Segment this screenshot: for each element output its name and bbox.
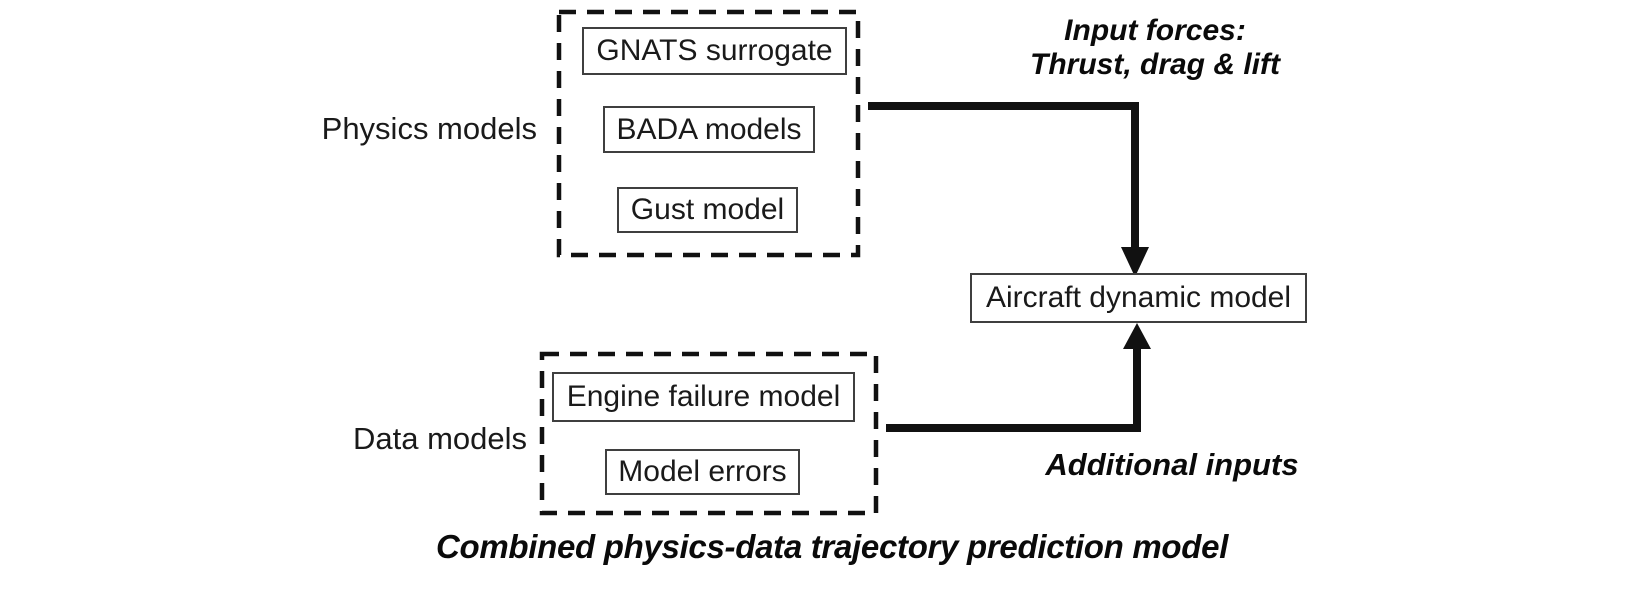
data-models-group-box bbox=[539, 351, 879, 516]
input-forces-annotation: Input forces: Thrust, drag & lift bbox=[1005, 14, 1305, 82]
node-aircraft-dynamic-model: Aircraft dynamic model bbox=[970, 273, 1307, 323]
data-models-label: Data models bbox=[352, 421, 527, 456]
input-forces-line2: Thrust, drag & lift bbox=[1030, 48, 1280, 81]
physics-models-group-box bbox=[556, 9, 861, 258]
physics-models-label: Physics models bbox=[321, 111, 537, 146]
node-gust-model: Gust model bbox=[617, 187, 798, 233]
arrow-physics-to-aircraft-head bbox=[1121, 247, 1149, 277]
node-gnats-surrogate: GNATS surrogate bbox=[582, 27, 847, 75]
input-forces-line1: Input forces: bbox=[1064, 14, 1246, 47]
arrow-data-to-aircraft bbox=[886, 347, 1141, 432]
arrow-physics-to-aircraft bbox=[868, 102, 1139, 249]
additional-inputs-annotation: Additional inputs bbox=[1045, 447, 1299, 482]
node-bada-models: BADA models bbox=[603, 106, 815, 153]
node-engine-failure-model: Engine failure model bbox=[552, 372, 855, 422]
arrow-data-to-aircraft-head bbox=[1123, 323, 1151, 349]
node-model-errors: Model errors bbox=[605, 449, 800, 495]
diagram-caption: Combined physics-data trajectory predict… bbox=[435, 528, 1229, 565]
